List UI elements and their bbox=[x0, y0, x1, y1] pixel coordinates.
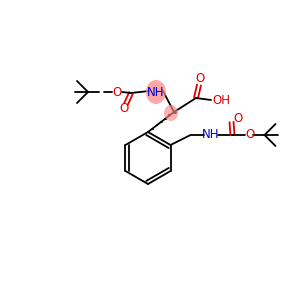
Text: OH: OH bbox=[212, 94, 230, 106]
Text: O: O bbox=[195, 73, 205, 85]
Text: O: O bbox=[119, 103, 129, 116]
Ellipse shape bbox=[164, 105, 178, 121]
Text: O: O bbox=[233, 112, 242, 124]
Text: NH: NH bbox=[147, 86, 165, 100]
Text: O: O bbox=[245, 128, 254, 142]
Text: O: O bbox=[112, 85, 122, 98]
Ellipse shape bbox=[146, 80, 166, 104]
Text: NH: NH bbox=[202, 128, 219, 142]
